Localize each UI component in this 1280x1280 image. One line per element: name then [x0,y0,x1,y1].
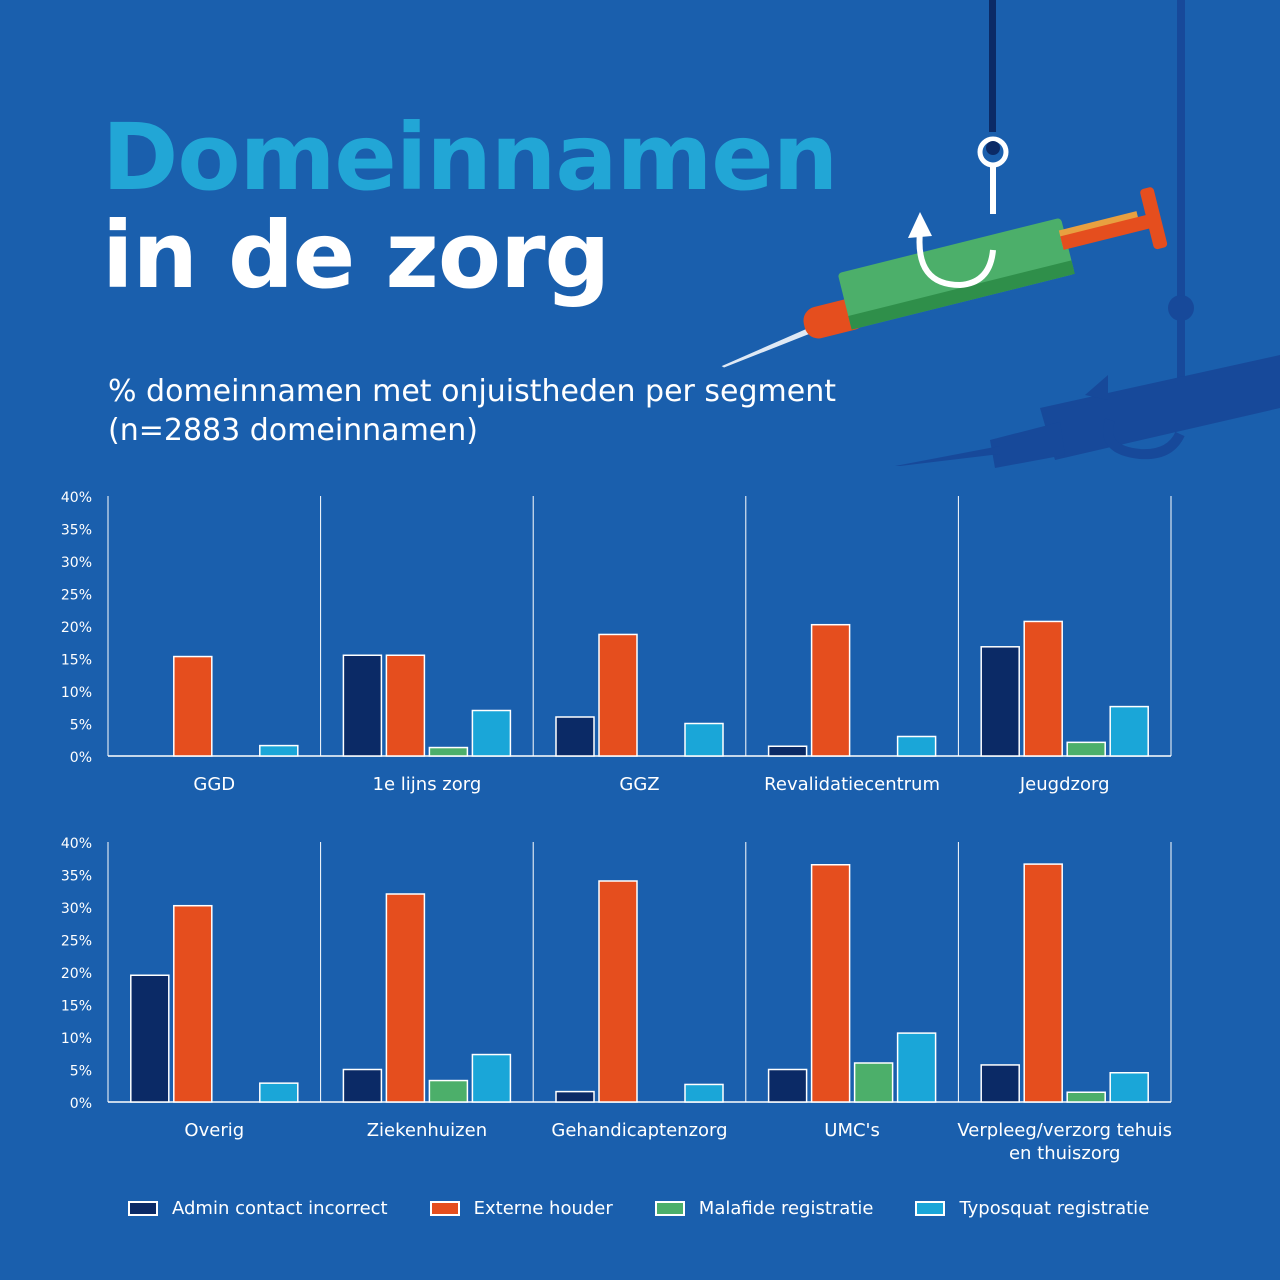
legend-label-malafide: Malafide registratie [698,1198,874,1219]
chart-subtitle: % domeinnamen met onjuistheden per segme… [108,372,836,450]
legend-swatch-typosquat [915,1201,946,1216]
bar [896,1032,937,1103]
bar [555,716,595,757]
y-tick-label: 30% [61,555,92,571]
legend-swatch-admin [128,1201,158,1216]
category-label: Ziekenhuizen [367,1120,487,1141]
bar [980,646,1020,757]
bar [598,633,638,757]
bar [598,880,638,1103]
legend-item-typosquat: Typosquat registratie [915,1198,1149,1219]
bar [173,655,213,757]
bar [385,654,426,757]
y-tick-label: 20% [61,620,92,636]
bar [428,1079,469,1103]
chart-subtitle-line1: % domeinnamen met onjuistheden per segme… [108,374,836,409]
legend-item-malafide: Malafide registratie [654,1198,874,1219]
bar [173,904,213,1103]
y-tick-label: 10% [61,685,92,701]
y-tick-label: 15% [61,653,92,669]
bar [259,1082,299,1103]
bar [1109,1072,1149,1103]
y-tick-label: 40% [61,490,92,506]
legend-label-admin: Admin contact incorrect [172,1198,388,1219]
bar [684,1083,724,1103]
page-title-line2: in de zorg [102,202,610,309]
category-label: GGZ [619,774,659,795]
category-label: Overig [184,1120,244,1141]
bar [471,1053,512,1103]
y-tick-label: 30% [61,901,92,917]
bar [980,1064,1020,1103]
legend-label-externe: Externe houder [473,1198,613,1219]
y-tick-label: 35% [61,869,92,885]
category-label: UMC's [824,1120,880,1141]
bar [1109,705,1149,757]
bar [684,722,724,757]
bar [428,746,469,757]
bar [1023,620,1063,757]
y-tick-label: 5% [70,718,92,734]
legend-item-admin: Admin contact incorrect [128,1198,388,1219]
bar [767,1068,808,1103]
y-tick-label: 25% [61,588,92,604]
category-label: Jeugdzorg [1019,774,1110,795]
category-label: GGD [193,774,235,795]
y-tick-label: 40% [61,836,92,852]
bar [130,974,170,1103]
bar [1023,863,1063,1103]
bar [767,745,808,757]
bar [853,1062,894,1103]
y-tick-label: 20% [61,966,92,982]
bar [810,623,851,757]
legend-swatch-malafide [654,1201,685,1216]
y-tick-label: 10% [61,1031,92,1047]
legend-label-typosquat: Typosquat registratie [959,1198,1150,1219]
bar [555,1090,595,1103]
y-tick-label: 0% [70,750,92,766]
syringe-shadow-icon [895,0,1280,468]
y-tick-label: 35% [61,523,92,539]
y-tick-label: 15% [61,999,92,1015]
bar [471,709,512,757]
chart-legend: Admin contact incorrect Externe houder M… [128,1198,1191,1219]
y-tick-label: 25% [61,934,92,950]
bar [342,654,383,757]
bar [259,744,299,757]
bar [385,893,426,1103]
legend-item-externe: Externe houder [429,1198,613,1219]
bar [896,735,937,757]
page-title-line1: Domeinnamen [102,104,838,211]
category-label: en thuiszorg [1009,1143,1120,1164]
chart-subtitle-line2: (n=2883 domeinnamen) [108,413,478,448]
bar [810,864,851,1103]
bar [1066,741,1106,757]
y-tick-label: 5% [70,1064,92,1080]
category-label: Revalidatiecentrum [764,774,940,795]
legend-swatch-externe [429,1201,460,1216]
category-label: Verpleeg/verzorg tehuis [957,1120,1172,1141]
syringe-on-fishhook-icon [721,0,1280,468]
bar [1066,1091,1106,1103]
y-tick-label: 0% [70,1096,92,1112]
bar [342,1068,383,1103]
category-label: Gehandicaptenzorg [551,1120,727,1141]
category-label: 1e lijns zorg [373,774,482,795]
